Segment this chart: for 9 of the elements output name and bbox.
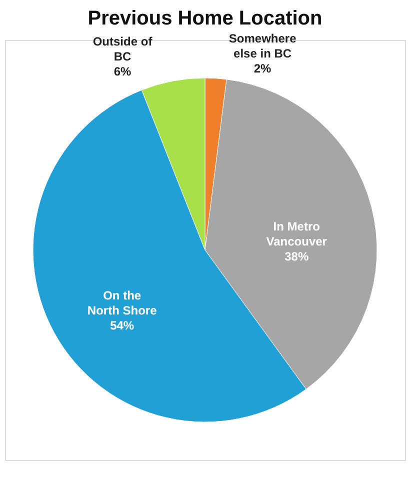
slice-label: In Metro Vancouver bbox=[266, 219, 328, 248]
slice-label: On the North Shore bbox=[87, 288, 158, 318]
slice-label: Somewhere else in BC bbox=[228, 31, 297, 60]
slice-label: Outside of BC bbox=[92, 34, 154, 64]
data-label: 6% bbox=[114, 64, 132, 79]
data-label: 2% bbox=[254, 61, 272, 76]
data-label: 38% bbox=[284, 249, 309, 264]
chart-title: Previous Home Location bbox=[88, 7, 322, 30]
data-label: 54% bbox=[110, 318, 134, 333]
